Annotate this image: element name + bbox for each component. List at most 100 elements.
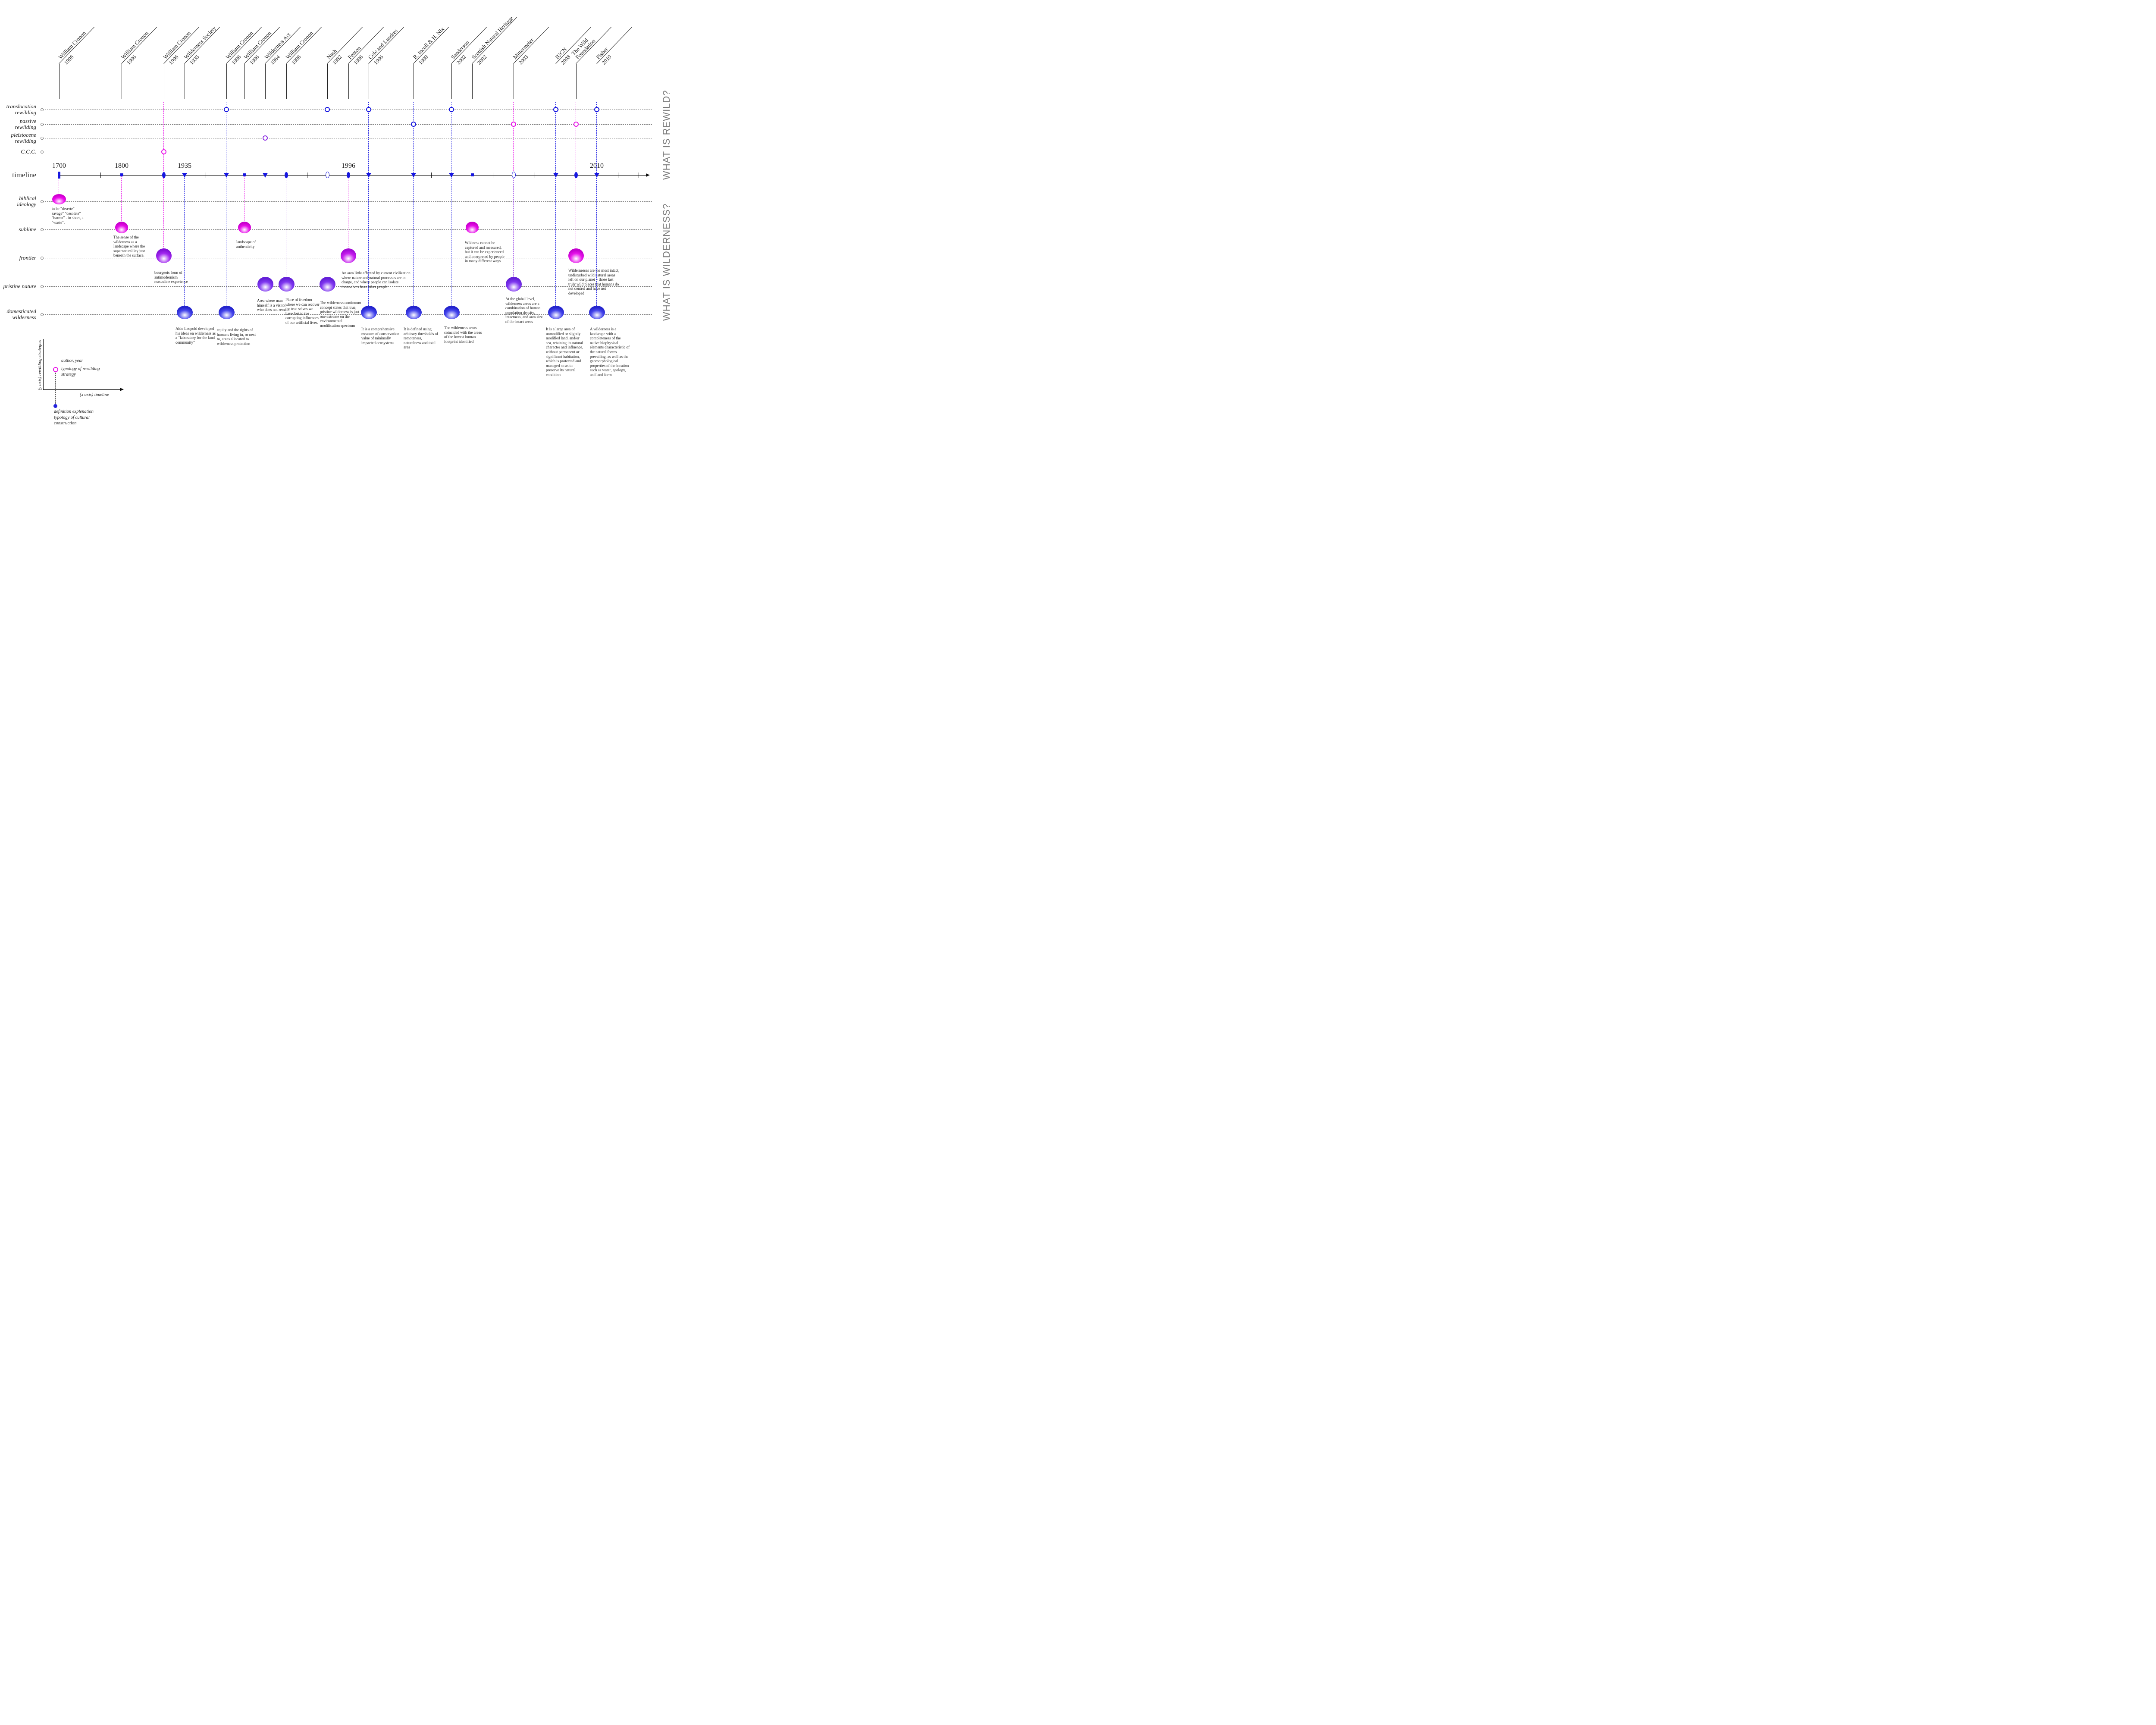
- definition-text-scottish-natural-heritage-2002: Wildness cannot be captured and measured…: [465, 241, 505, 263]
- event-header-stem-wilderness-act-1964: [265, 64, 266, 99]
- legend-y-axis-line: [43, 339, 44, 389]
- connector-below-iucn-2008: [555, 176, 556, 312]
- construction-bubble-frontier-the-wild-foundation: [568, 248, 584, 263]
- connector-above-fisher-2010: [596, 102, 597, 175]
- timeline-marker-oval-fenton-1996: [347, 172, 350, 178]
- timeline-year-2010: 2010: [590, 162, 604, 169]
- section-label-what-is-wilderness: WHAT IS WILDERNESS?: [661, 203, 672, 321]
- event-header-stem-william-cronon-1996: [226, 64, 227, 99]
- timeline-marker-triangle-iucn-2008: [553, 173, 558, 178]
- construction-bubble-domesticated-wilderness-society-1935: [176, 305, 193, 319]
- construction-bubble-pristine-wilderness-act-1964: [257, 277, 273, 292]
- definition-text-william-cronon-1996: landscape of authenticity: [236, 240, 256, 249]
- timeline-tick: [431, 172, 432, 178]
- timeline-year-1996: 1996: [342, 162, 355, 169]
- event-header-stem-fenton-1996: [348, 64, 349, 99]
- row-label-passive-rewilding: passive rewilding: [15, 118, 36, 130]
- event-header-line: [472, 17, 517, 64]
- legend-x-axis-line: [43, 389, 120, 390]
- construction-bubble-domesticated-cole-and-landres-1996: [360, 305, 377, 319]
- legend-author-year-label: author, year: [61, 358, 83, 363]
- legend-rewilding-strategy-ring-icon: [53, 367, 58, 372]
- definition-text-fisher-2010: A wilderness is a landscape with a compl…: [590, 327, 630, 377]
- timeline-marker-oval-william-cronon-1996: [285, 172, 288, 178]
- row-gridline-domesticated-wilderness: [43, 314, 652, 315]
- construction-bubble-sublime-scottish-natural-heritage-2002: [466, 221, 479, 233]
- row-label-ccc: C.C.C.: [21, 148, 36, 155]
- definition-text-the-wild-foundation: Wildernesses are the most intact, undist…: [568, 268, 620, 296]
- definition-text-william-cronon-1996: Place of freedom where we can recover th…: [285, 298, 320, 325]
- row-label-pleistocene-rewilding: pleistocene rewilding: [11, 132, 36, 144]
- connector-above-william-cronon-1996: [163, 102, 164, 175]
- event-header-stem-william-cronon-1996: [286, 64, 287, 99]
- strategy-circle-passive-r-incoll-h-nix-1999: [411, 122, 416, 127]
- definition-text-william-cronon-1996: The sense of the wilderness as a landsca…: [113, 235, 145, 258]
- timeline-marker-triangle-cole-and-landres-1996: [366, 173, 371, 178]
- timeline-marker-triangle-william-cronon-1996: [224, 173, 229, 178]
- row-label-pristine-nature: pristine nature: [3, 283, 36, 290]
- row-gridline-pristine-nature: [43, 286, 652, 287]
- event-header-stem-the-wild-foundation: [576, 64, 577, 99]
- definition-text-william-cronon-1996: to be "deserte" savage" "desolate" "barr…: [52, 207, 84, 225]
- timeline-axis: [58, 175, 646, 176]
- row-gridline-endpoint-translocation-rewilding: [41, 108, 44, 111]
- row-gridline-endpoint-sublime: [41, 228, 44, 231]
- row-label-frontier: frontier: [19, 254, 36, 261]
- timeline-marker-square-william-cronon-1996: [243, 173, 246, 176]
- construction-bubble-domesticated-iucn-2008: [548, 305, 564, 319]
- row-gridline-endpoint-pristine-nature: [41, 285, 44, 288]
- connector-below-mittermeier-2003: [513, 176, 514, 284]
- row-gridline-biblical-ideology: [43, 201, 652, 202]
- strategy-circle-translocation-william-cronon-1996: [224, 107, 229, 112]
- row-label-domesticated-wilderness: domesticated wilderness: [6, 308, 36, 320]
- legend-definition-label: definition explenation: [54, 409, 94, 414]
- connector-above-mittermeier-2003: [513, 102, 514, 175]
- legend-x-axis-arrow-icon: [120, 387, 124, 391]
- row-gridline-endpoint-ccc: [41, 151, 44, 154]
- timeline-marker-square-scottish-natural-heritage-2002: [470, 173, 474, 176]
- timeline-year-1700: 1700: [52, 162, 66, 169]
- strategy-circle-ccc-william-cronon-1996: [161, 149, 166, 154]
- row-gridline-endpoint-domesticated-wilderness: [41, 313, 44, 316]
- construction-bubble-domesticated-sanderson-2002: [443, 305, 460, 319]
- construction-bubble-domesticated-fisher-2010: [589, 305, 605, 319]
- definition-text-cole-and-landres-1996: It is a comprehensive measure of conserv…: [361, 327, 399, 345]
- row-gridline-endpoint-biblical-ideology: [41, 200, 44, 203]
- event-header-line: [121, 27, 157, 64]
- event-author-label: R. Incoll & H. Nix: [411, 25, 445, 60]
- construction-bubble-frontier-fenton-1996: [341, 248, 356, 263]
- connector-above-r-incoll-h-nix-1999: [413, 102, 414, 175]
- timeline-axis-arrow-icon: [646, 173, 650, 177]
- strategy-circle-translocation-cole-and-landres-1996: [366, 107, 371, 112]
- row-gridline-endpoint-frontier: [41, 257, 44, 260]
- connector-below-wilderness-society-1935: [184, 176, 185, 312]
- legend-y-axis-label: (y axis) rewilding strategies: [38, 339, 42, 390]
- legend-definition-dot-icon: [53, 404, 57, 408]
- connector-below-r-incoll-h-nix-1999: [413, 176, 414, 312]
- timeline-marker-triangle-r-incoll-h-nix-1999: [411, 173, 416, 178]
- timeline-tick: [100, 172, 101, 178]
- definition-text-sanderson-2002: The wilderness areas coincided with the …: [444, 326, 482, 344]
- row-gridline-sublime: [43, 229, 652, 230]
- event-header-stem-william-cronon-1996: [244, 64, 245, 99]
- timeline-marker-triangle-wilderness-act-1964: [263, 173, 268, 178]
- timeline-year-1800: 1800: [115, 162, 128, 169]
- legend-typology-rewilding-label: typology of rewilding strategy: [61, 367, 100, 377]
- legend-connector-line: [55, 373, 56, 404]
- connector-below-cole-and-landres-1996: [368, 176, 369, 312]
- connector-above-iucn-2008: [555, 102, 556, 175]
- definition-text-wilderness-act-1964: Area where man himself is a visitor who …: [257, 298, 290, 312]
- construction-bubble-frontier-william-cronon-1996: [156, 248, 172, 263]
- section-label-what-is-rewild: WHAT IS REWILD?: [661, 90, 672, 180]
- timeline-axis-label: timeline: [12, 171, 36, 179]
- row-label-biblical-ideology: biblical ideology: [17, 195, 36, 207]
- event-author-label: Scottish Natural Heritage: [470, 15, 514, 60]
- definition-text-r-incoll-h-nix-1999: It is defined using arbitrary thresholds…: [404, 327, 438, 350]
- definition-text-mittermeier-2003: At the global level, wilderness areas ar…: [505, 297, 543, 324]
- definition-text-wilderness-society-1935: Aldo Leopold developed his ideas on wild…: [175, 326, 216, 345]
- timeline-marker-oval-william-cronon-1996: [162, 172, 166, 178]
- strategy-circle-translocation-iucn-2008: [553, 107, 558, 112]
- rewilding-wilderness-timeline-diagram: timeline (y axis) rewilding strategies (…: [0, 0, 674, 431]
- row-label-sublime: sublime: [19, 226, 36, 233]
- strategy-circle-translocation-sanderson-2002: [449, 107, 454, 112]
